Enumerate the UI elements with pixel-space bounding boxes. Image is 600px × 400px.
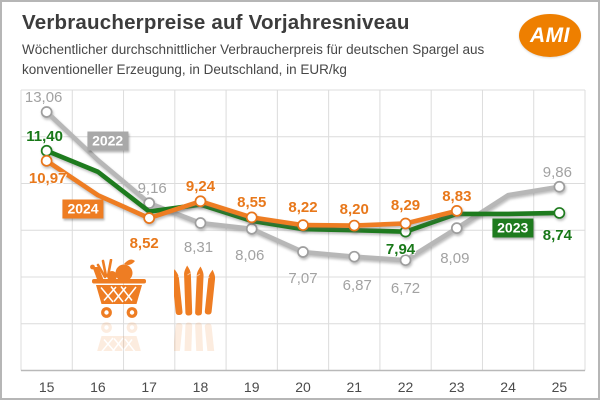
data-point-marker — [194, 217, 207, 229]
series-line-2024 — [40, 154, 463, 232]
data-point-label: 8,31 — [183, 239, 214, 256]
data-point-label: 9,16 — [137, 180, 167, 198]
data-point-marker — [40, 144, 53, 157]
data-point-label: 9,86 — [542, 163, 572, 181]
data-point-marker — [297, 219, 309, 231]
x-tick-label: 18 — [192, 379, 209, 395]
data-point-marker — [553, 180, 566, 193]
data-point-marker — [143, 197, 156, 209]
data-point-marker — [399, 217, 412, 230]
data-point-label: 8,55 — [237, 194, 267, 212]
data-point-label: 8,06 — [235, 246, 265, 264]
x-tick-label: 20 — [295, 379, 311, 395]
series-year-label-2022: 2022 — [87, 131, 129, 151]
data-point-marker — [245, 211, 258, 224]
data-point-label: 7,07 — [288, 269, 318, 287]
shopping-cart-icon — [89, 259, 148, 351]
page-title: Verbraucherpreise auf Vorjahresniveau — [22, 11, 410, 34]
series-year-label-2023: 2023 — [492, 218, 534, 238]
data-point-label: 6,72 — [390, 280, 421, 298]
data-point-marker — [348, 219, 361, 232]
x-tick-label: 19 — [243, 379, 260, 395]
x-tick-label: 23 — [449, 379, 465, 395]
series-year-label-2024: 2024 — [62, 199, 104, 219]
data-point-marker — [143, 212, 156, 224]
data-point-label: 11,40 — [26, 127, 63, 145]
data-point-marker — [194, 195, 207, 208]
x-tick-label: 21 — [346, 379, 363, 395]
data-point-marker — [399, 254, 412, 267]
data-point-label: 8,20 — [339, 200, 369, 218]
data-point-label: 8,22 — [288, 199, 318, 217]
x-tick-label: 16 — [90, 379, 106, 395]
data-point-marker — [348, 250, 361, 263]
data-point-label: 8,52 — [129, 235, 159, 253]
data-point-label: 9,24 — [185, 178, 216, 196]
data-point-label: 13,06 — [24, 88, 63, 106]
data-point-label: 8,09 — [440, 250, 470, 268]
data-point-label: 8,74 — [542, 226, 572, 244]
data-point-label: 10,97 — [28, 169, 67, 187]
data-point-marker — [40, 154, 53, 167]
x-tick-label: 17 — [141, 379, 157, 395]
series-line-2022 — [40, 106, 566, 267]
x-tick-label: 22 — [397, 379, 414, 395]
data-point-label: 7,94 — [385, 240, 416, 258]
data-point-marker — [450, 222, 463, 234]
data-point-marker — [450, 204, 463, 217]
data-point-label: 8,83 — [442, 187, 472, 205]
asparagus-icon — [174, 265, 217, 351]
x-tick-label: 15 — [38, 379, 55, 395]
data-point-marker — [245, 222, 258, 235]
data-point-label: 8,29 — [390, 197, 421, 215]
ami-logo-text: AMI — [530, 23, 570, 47]
x-tick-label: 25 — [551, 379, 568, 395]
x-tick-label: 24 — [500, 379, 516, 395]
data-point-label: 6,87 — [342, 276, 372, 294]
data-point-marker — [40, 106, 53, 118]
ami-logo: AMI — [519, 14, 581, 57]
chart-subtitle: Wöchentlicher durchschnittlicher Verbrau… — [22, 42, 485, 77]
data-point-marker — [297, 246, 309, 258]
data-point-marker — [553, 207, 566, 219]
